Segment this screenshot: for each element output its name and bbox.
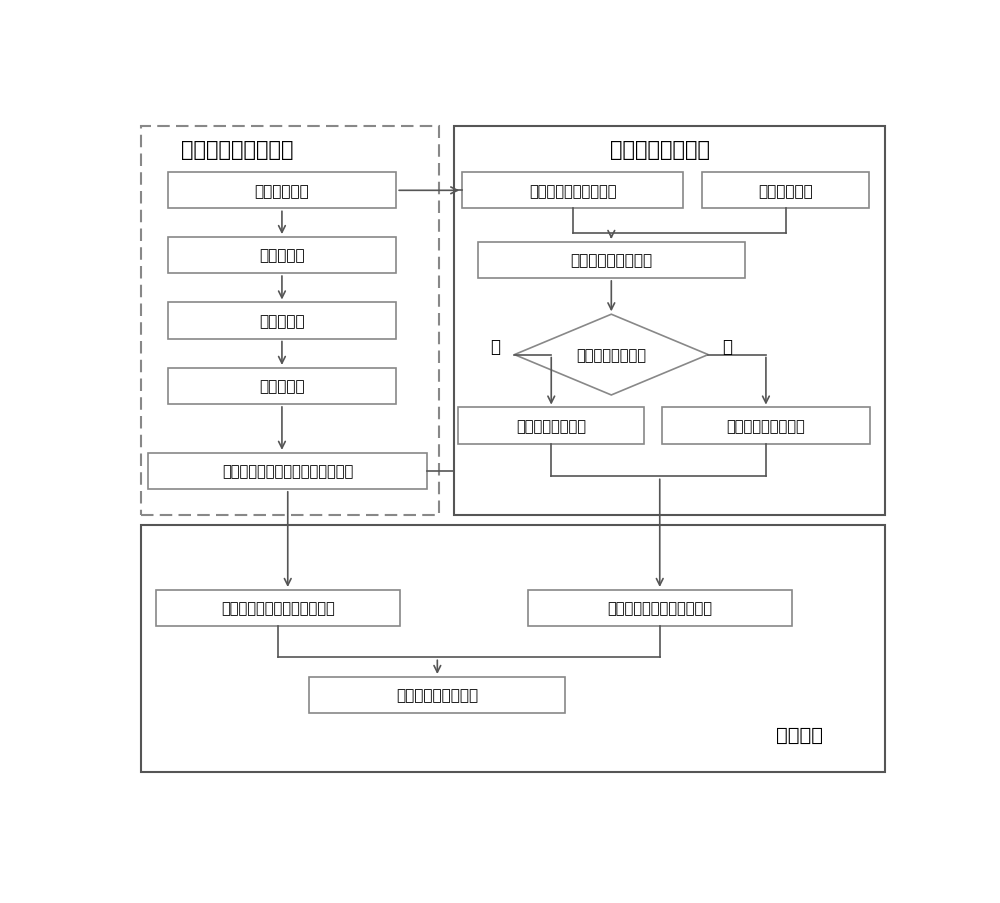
Text: 多元非平稳时序建模: 多元非平稳时序建模 bbox=[181, 140, 294, 160]
Text: 特征因素时序: 特征因素时序 bbox=[255, 183, 309, 199]
Bar bbox=[168, 303, 396, 340]
Bar bbox=[148, 453, 427, 489]
Text: 随机项建模: 随机项建模 bbox=[259, 379, 305, 394]
Bar bbox=[478, 243, 745, 279]
Text: 否: 否 bbox=[723, 338, 733, 356]
Text: 表征因素时序预测（预测用）: 表征因素时序预测（预测用） bbox=[221, 600, 335, 616]
Bar bbox=[462, 173, 683, 209]
Text: 表征因素时序预测误差预测: 表征因素时序预测误差预测 bbox=[607, 600, 712, 616]
Bar bbox=[140, 526, 885, 772]
Bar bbox=[168, 237, 396, 274]
Text: 时序预测误差建模: 时序预测误差建模 bbox=[610, 140, 710, 160]
Bar bbox=[309, 677, 565, 713]
Bar bbox=[458, 408, 644, 444]
Text: 趋势项建模: 趋势项建模 bbox=[259, 248, 305, 264]
Text: 表征因素时序预测误差: 表征因素时序预测误差 bbox=[529, 183, 616, 199]
Text: 神经网络误差建模: 神经网络误差建模 bbox=[516, 419, 586, 433]
Text: 影响因素时序: 影响因素时序 bbox=[758, 183, 813, 199]
Text: 表征因素时序预测（误差建模用）: 表征因素时序预测（误差建模用） bbox=[222, 464, 353, 479]
Bar bbox=[140, 127, 439, 515]
Text: 表征因素最终预测值: 表征因素最终预测值 bbox=[396, 688, 478, 703]
Bar bbox=[156, 591, 400, 627]
Text: 是: 是 bbox=[490, 338, 500, 356]
Polygon shape bbox=[514, 315, 708, 396]
Bar bbox=[702, 173, 869, 209]
Bar bbox=[454, 127, 885, 515]
Text: 误差补偿: 误差补偿 bbox=[776, 724, 823, 744]
Bar bbox=[528, 591, 792, 627]
Bar bbox=[168, 368, 396, 405]
Text: 周期项建模: 周期项建模 bbox=[259, 313, 305, 329]
Text: 影响因素核主成分析: 影响因素核主成分析 bbox=[570, 253, 652, 268]
Bar bbox=[662, 408, 870, 444]
Text: 是否大样本数据？: 是否大样本数据？ bbox=[576, 348, 646, 363]
Bar bbox=[168, 173, 396, 209]
Text: 支持向量机误差建模: 支持向量机误差建模 bbox=[727, 419, 805, 433]
